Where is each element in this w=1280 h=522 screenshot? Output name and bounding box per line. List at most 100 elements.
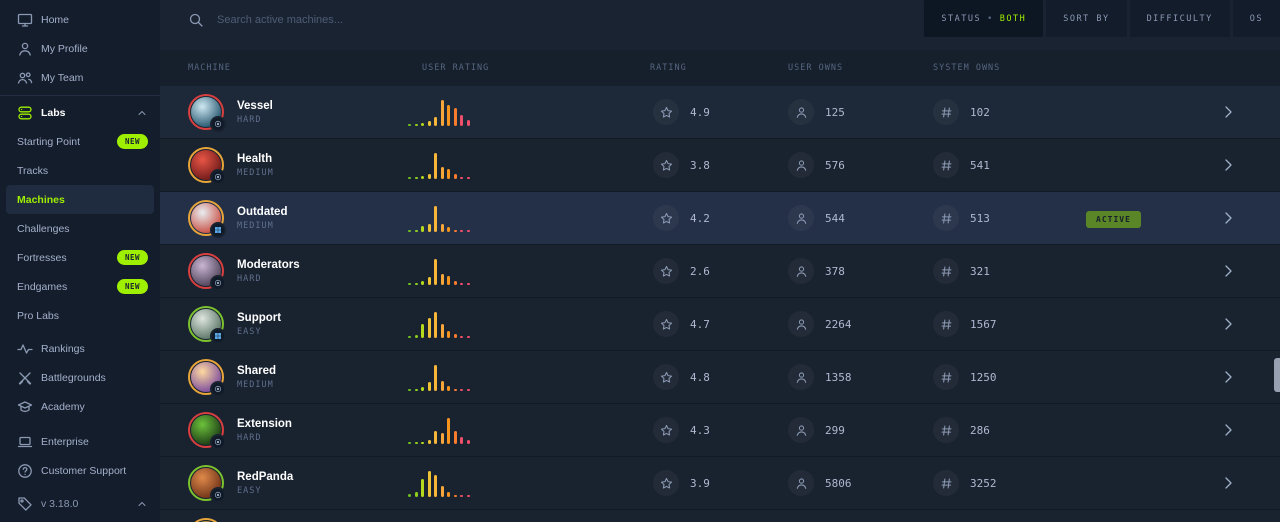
table-header: MACHINE USER RATING RATING USER OWNS SYS… — [160, 50, 1280, 86]
chart-bar — [414, 335, 418, 338]
machine-row-shared[interactable]: Shared MEDIUM 4.8 1358 1250 — [160, 351, 1280, 404]
machine-row-moderators[interactable]: Moderators HARD 2.6 378 321 — [160, 245, 1280, 298]
machine-difficulty: HARD — [237, 273, 262, 284]
sidebar: Home My Profile My Team Labs Starting Point N… — [0, 0, 160, 522]
filter-os[interactable]: OS — [1232, 0, 1280, 37]
chart-bar — [427, 471, 431, 497]
version-row[interactable]: v 3.18.0 — [0, 486, 160, 522]
machine-avatar — [188, 147, 226, 185]
machine-cell: Extension HARD — [188, 412, 400, 450]
chevron-right-icon[interactable] — [1220, 316, 1236, 332]
chart-bar — [440, 381, 444, 391]
chart-bar — [453, 334, 457, 338]
chart-bar — [408, 442, 411, 444]
chevron-right-icon[interactable] — [1220, 369, 1236, 385]
sidebar-item-customer-support[interactable]: Customer Support — [0, 456, 160, 485]
star-icon — [653, 152, 679, 178]
chart-bar — [408, 494, 411, 497]
chart-bar — [447, 276, 450, 285]
machine-difficulty: MEDIUM — [237, 167, 274, 178]
sidebar-item-my-profile[interactable]: My Profile — [0, 34, 160, 63]
chart-bar — [440, 433, 444, 444]
person-icon — [788, 258, 814, 284]
chart-bar — [414, 283, 418, 285]
hash-icon — [933, 470, 959, 496]
sidebar-item-pro-labs[interactable]: Pro Labs — [0, 301, 160, 330]
machine-avatar — [188, 253, 226, 291]
topbar: STATUS • BOTH SORT BY DIFFICULTY OS — [160, 0, 1280, 50]
chart-bar — [453, 230, 457, 232]
chart-bar — [440, 274, 444, 285]
filter-sort-by[interactable]: SORT BY — [1046, 0, 1127, 37]
chevron-right-icon[interactable] — [1220, 210, 1236, 226]
machine-row-redpanda[interactable]: RedPanda EASY 3.9 5806 3252 — [160, 457, 1280, 510]
chart-bar — [434, 312, 437, 338]
chart-bar — [466, 336, 470, 338]
rating-cell-value: 4.7 — [690, 317, 710, 331]
chart-bar — [427, 318, 431, 338]
filter-label: SORT BY — [1063, 13, 1110, 24]
sidebar-item-machines[interactable]: Machines — [6, 185, 154, 214]
sidebar-item-fortresses[interactable]: Fortresses NEW — [0, 243, 160, 272]
chart-bar — [408, 336, 411, 338]
new-badge: NEW — [116, 134, 148, 149]
sidebar-item-endgames[interactable]: Endgames NEW — [0, 272, 160, 301]
system-owns-cell-value: 286 — [970, 423, 990, 437]
rating-cell: 3.9 — [650, 470, 780, 496]
user-rating-chart — [408, 151, 650, 179]
chevron-right-icon[interactable] — [1220, 263, 1236, 279]
rating-cell: 4.9 — [650, 99, 780, 125]
system-owns-cell: 321 — [925, 258, 1070, 284]
sidebar-item-labs[interactable]: Labs — [0, 98, 160, 127]
sidebar-item-rankings[interactable]: Rankings — [0, 334, 160, 363]
machine-row[interactable] — [160, 510, 1280, 522]
user-icon — [17, 41, 33, 57]
chart-bar — [434, 259, 437, 285]
machine-cell: Vessel HARD — [188, 94, 400, 132]
star-icon — [653, 258, 679, 284]
machine-row-vessel[interactable]: Vessel HARD 4.9 125 102 — [160, 86, 1280, 139]
system-owns-cell-value: 321 — [970, 264, 990, 278]
scrollbar-thumb[interactable] — [1274, 358, 1280, 392]
sidebar-item-challenges[interactable]: Challenges — [0, 214, 160, 243]
machine-row-outdated[interactable]: Outdated MEDIUM 4.2 544 513 ACTIVE — [160, 192, 1280, 245]
chevron-right-icon[interactable] — [1220, 422, 1236, 438]
sidebar-item-enterprise[interactable]: Enterprise — [0, 427, 160, 456]
user-owns-cell: 2264 — [780, 311, 925, 337]
filter-difficulty[interactable]: DIFFICULTY — [1129, 0, 1230, 37]
filter-label: OS — [1249, 13, 1263, 24]
sidebar-item-starting-point[interactable]: Starting Point NEW — [0, 127, 160, 156]
chart-bar — [408, 177, 411, 179]
chevron-right-icon[interactable] — [1220, 157, 1236, 173]
machine-difficulty: HARD — [237, 114, 262, 125]
machine-avatar — [188, 518, 224, 522]
users-icon — [17, 70, 33, 86]
rating-cell-value: 2.6 — [690, 264, 710, 278]
machine-row-extension[interactable]: Extension HARD 4.3 299 286 — [160, 404, 1280, 457]
filter-status[interactable]: STATUS • BOTH — [924, 0, 1044, 37]
sidebar-item-battlegrounds[interactable]: Battlegrounds — [0, 363, 160, 392]
sidebar-item-label: Pro Labs — [17, 309, 60, 322]
rating-cell: 4.8 — [650, 364, 780, 390]
sidebar-item-academy[interactable]: Academy — [0, 392, 160, 421]
sidebar-item-my-team[interactable]: My Team — [0, 63, 160, 92]
machine-row-health[interactable]: Health MEDIUM 3.8 576 541 — [160, 139, 1280, 192]
user-owns-cell: 1358 — [780, 364, 925, 390]
academy-icon — [17, 399, 33, 415]
tag-icon — [17, 496, 33, 512]
chevron-right-icon[interactable] — [1220, 104, 1236, 120]
sidebar-item-tracks[interactable]: Tracks — [0, 156, 160, 185]
search-box[interactable] — [188, 0, 924, 40]
machine-row-support[interactable]: Support EASY 4.7 2264 1567 — [160, 298, 1280, 351]
sidebar-item-label: Enterprise — [41, 435, 89, 448]
chart-bar — [414, 230, 418, 232]
os-generic-icon — [210, 381, 226, 397]
os-windows-icon — [210, 222, 226, 238]
person-icon — [788, 311, 814, 337]
rating-cell-value: 4.8 — [690, 370, 710, 384]
machine-name: Support — [237, 311, 282, 324]
chevron-right-icon[interactable] — [1220, 475, 1236, 491]
sidebar-item-home[interactable]: Home — [0, 5, 160, 34]
person-icon — [788, 470, 814, 496]
search-input[interactable] — [215, 13, 635, 27]
